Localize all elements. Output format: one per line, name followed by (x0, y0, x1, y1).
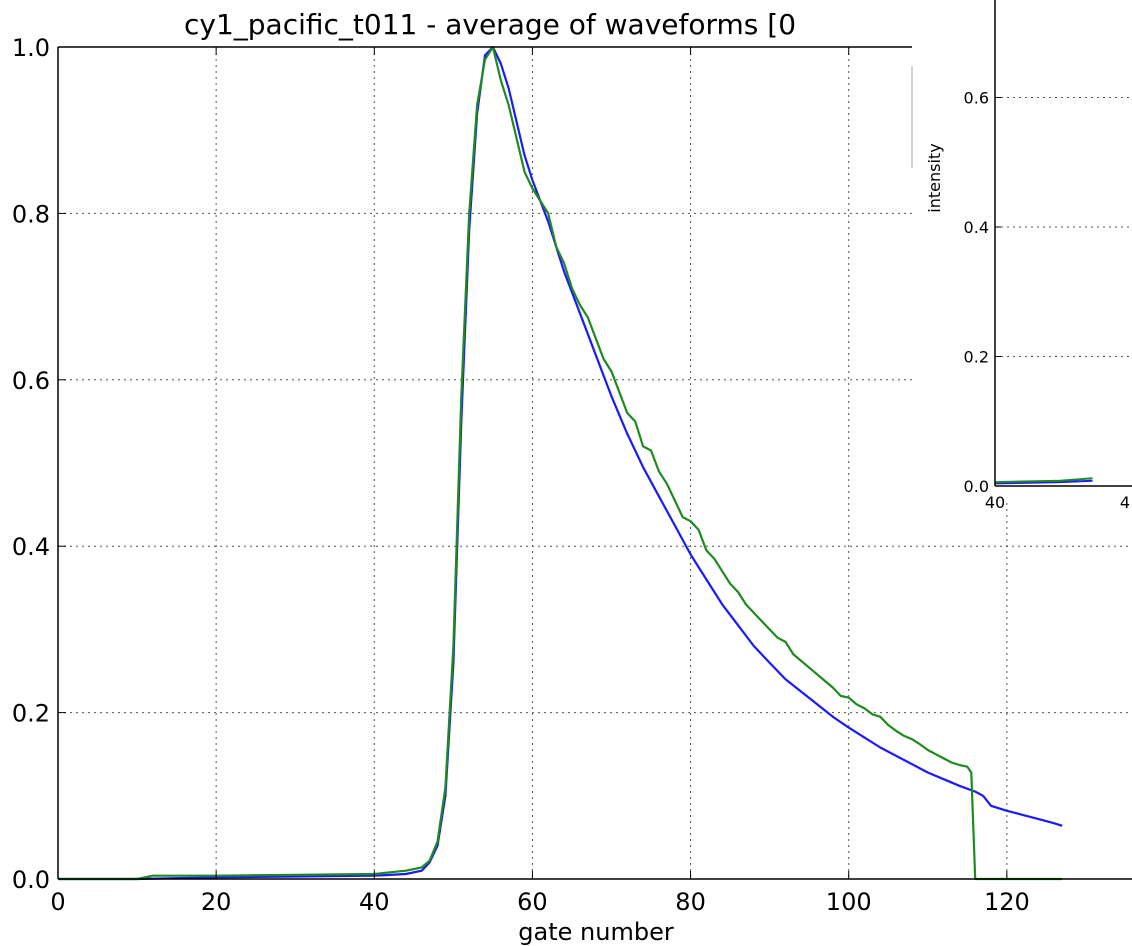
y-tick-label: 0.2 (12, 700, 50, 728)
x-tick-label: 20 (201, 888, 232, 916)
main-tick-labels: 020406080100120140.00.20.40.60.81.0 (12, 34, 1030, 916)
series-line-green (58, 45, 1063, 881)
x-tick-label: 40 (359, 888, 390, 916)
y-tick-label: 0.8 (12, 200, 50, 228)
inset-axes-frame (994, 0, 1132, 487)
inset-x-tick-label: 4 (1120, 493, 1130, 512)
inset-series-line-green (994, 477, 1093, 484)
inset-series-line-blue (994, 479, 1093, 485)
x-tick-label: 60 (517, 888, 548, 916)
inset-y-tick-label: 0.6 (964, 89, 989, 108)
inset-y-tick-label: 0.0 (964, 477, 989, 496)
y-tick-label: 0.4 (12, 533, 50, 561)
inset-grid (995, 97, 1132, 357)
inset-x-tick-label: 40 (985, 493, 1005, 512)
x-tick-label: 0 (50, 888, 65, 916)
inset-series (994, 477, 1093, 485)
main-series (58, 45, 1063, 881)
inset-y-tick-label: 0.4 (964, 218, 989, 237)
inset-y-axis-label: intensity (925, 143, 944, 212)
x-tick-label: 120 (984, 888, 1030, 916)
main-axes-frame (57, 46, 1132, 880)
y-tick-label: 0.0 (12, 866, 50, 894)
chart-title: cy1_pacific_t011 - average of waveforms … (184, 8, 796, 41)
inset-tick-labels: 0.0 0.2 0.4 0.6 40 4 (964, 89, 1131, 513)
x-tick-label: 80 (675, 888, 706, 916)
inset-figure-background (912, 0, 1132, 500)
x-tick-label: 100 (826, 888, 872, 916)
inset-y-tick-label: 0.2 (964, 348, 989, 367)
x-axis-label: gate number (518, 918, 674, 946)
y-tick-label: 0.6 (12, 367, 50, 395)
y-tick-label: 1.0 (12, 34, 50, 62)
